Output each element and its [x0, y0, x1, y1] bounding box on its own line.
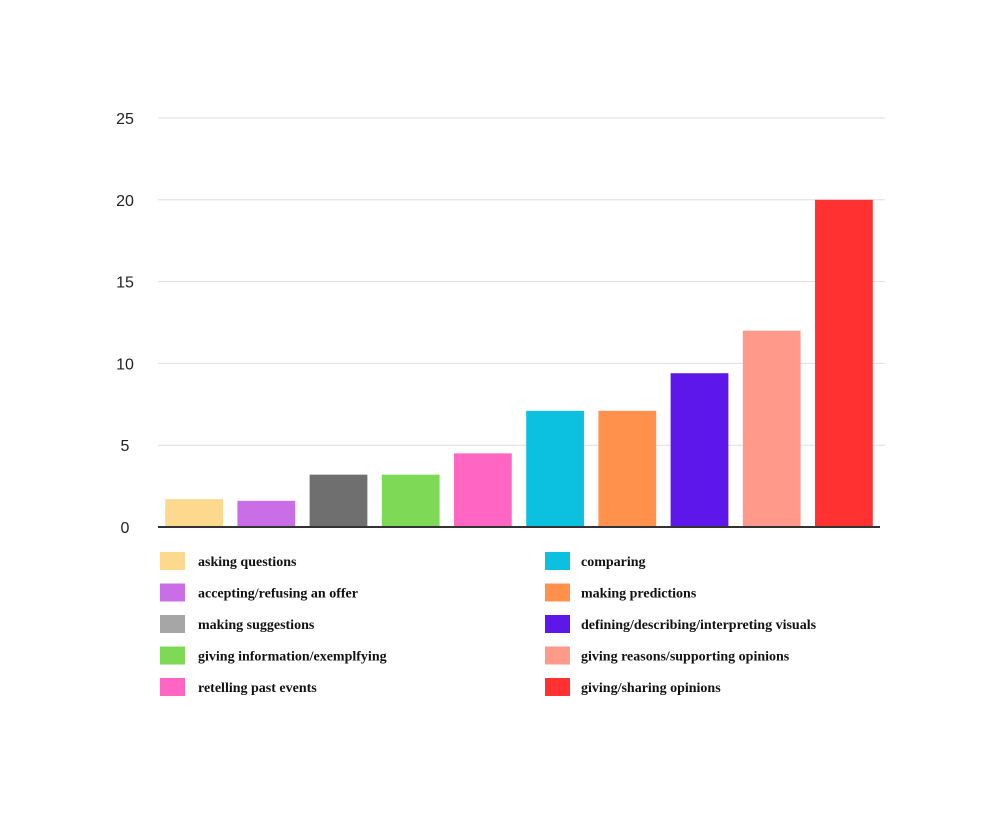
legend-label: asking questions [198, 555, 297, 570]
legend-item: defining/describing/interpreting visuals [545, 615, 817, 633]
y-tick-label: 25 [116, 111, 134, 128]
bar-7 [598, 410, 657, 527]
bar-8 [670, 373, 729, 527]
legend-item: giving information/exemplfying [160, 646, 387, 665]
bars [165, 199, 873, 528]
legend-swatch [160, 583, 185, 602]
legend-swatch [545, 583, 570, 602]
legend-swatch [545, 615, 570, 633]
bar-3 [309, 474, 368, 527]
legend-label: accepting/refusing an offer [198, 587, 358, 602]
y-tick-label: 15 [116, 275, 134, 292]
legend-label: comparing [581, 555, 646, 570]
y-tick-label: 5 [121, 438, 130, 455]
y-axis-ticks: 0 5 10 15 20 25 [116, 111, 134, 537]
legend-label: making suggestions [198, 618, 315, 633]
legend: asking questions accepting/refusing an of… [160, 552, 817, 696]
legend-label: making predictions [581, 587, 697, 602]
legend-swatch [160, 552, 185, 570]
legend-swatch [160, 615, 185, 633]
legend-item: making suggestions [160, 615, 315, 633]
legend-item: making predictions [545, 583, 697, 602]
legend-item: accepting/refusing an offer [160, 583, 358, 602]
legend-swatch [160, 646, 185, 665]
legend-swatch [545, 646, 570, 665]
legend-swatch [160, 678, 185, 696]
legend-item: asking questions [160, 552, 297, 570]
bar-5 [454, 453, 512, 527]
legend-label: giving/sharing opinions [581, 681, 721, 696]
y-tick-label: 10 [116, 356, 134, 373]
legend-item: giving/sharing opinions [545, 678, 721, 696]
legend-label: defining/describing/interpreting visuals [581, 618, 817, 633]
legend-swatch [545, 678, 570, 696]
bar-2 [237, 500, 296, 527]
bar-4 [381, 474, 440, 527]
legend-label: retelling past events [198, 681, 317, 696]
y-tick-label: 0 [121, 520, 130, 537]
legend-swatch [545, 552, 570, 570]
bar-10 [815, 199, 873, 528]
bar-1 [165, 499, 223, 527]
legend-item: retelling past events [160, 678, 317, 696]
legend-item: giving reasons/supporting opinions [545, 646, 790, 665]
bar-6 [526, 410, 584, 527]
legend-item: comparing [545, 552, 646, 570]
legend-label: giving reasons/supporting opinions [581, 650, 790, 665]
y-tick-label: 20 [116, 193, 134, 210]
legend-label: giving information/exemplfying [198, 650, 387, 665]
bar-9 [742, 330, 801, 527]
